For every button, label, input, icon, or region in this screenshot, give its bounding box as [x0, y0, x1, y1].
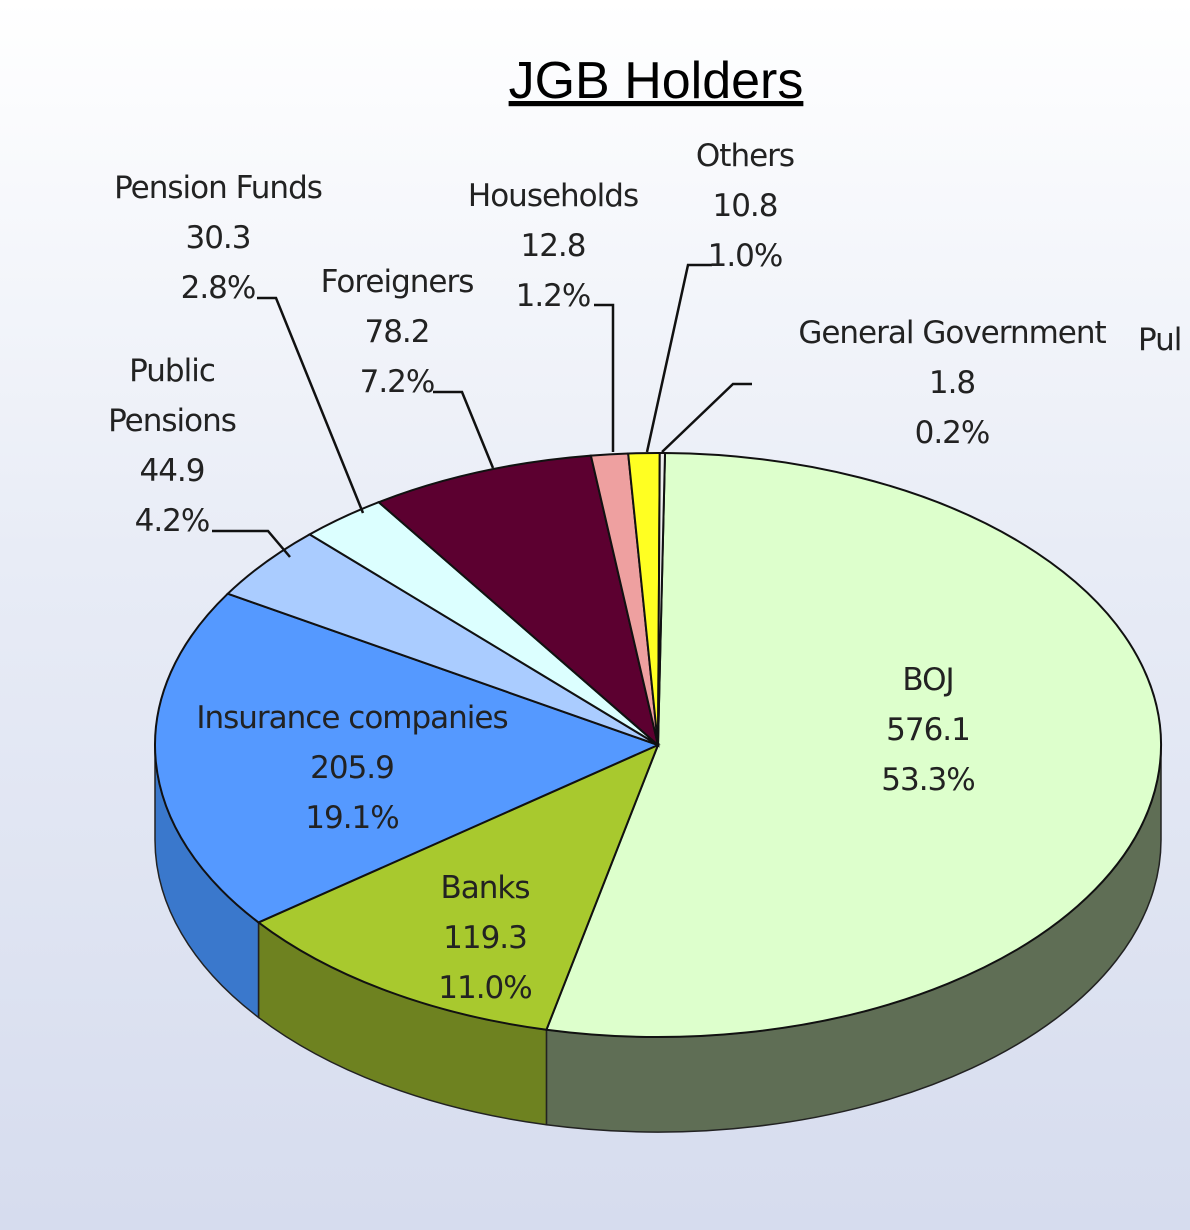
- slice-foreigners: [376, 454, 660, 748]
- pie-side-walls: [154, 744, 1162, 1133]
- leader-pension-funds: [257, 296, 365, 514]
- label-households: Households 12.8 1.2%: [468, 178, 638, 314]
- label-general-government: General Government 1.8 0.2%: [798, 315, 1106, 451]
- leader-others: [645, 263, 712, 453]
- slice-boj: [545, 452, 1162, 1038]
- label-boj: BOJ 576.1 53.3%: [881, 662, 974, 798]
- chart-title: JGB Holders: [509, 52, 804, 110]
- leader-general-government: [661, 382, 752, 453]
- slice-general-government: [657, 452, 667, 746]
- pie-slices: [154, 452, 1162, 1038]
- truncated-label: Pul: [1138, 322, 1181, 358]
- leader-public-pensions: [212, 529, 291, 558]
- slice-labels: BOJ 576.1 53.3% Banks 119.3 11.0% Insurance co…: [108, 138, 1107, 1006]
- label-others: Others 10.8 1.0%: [696, 138, 794, 274]
- leader-lines: [212, 263, 752, 558]
- slice-insurance-companies: [154, 592, 661, 924]
- leader-foreigners: [433, 390, 495, 469]
- leader-households: [594, 303, 615, 452]
- label-foreigners: Foreigners 78.2 7.2%: [321, 264, 474, 400]
- label-pension-funds: Pension Funds 30.3 2.8%: [114, 170, 322, 306]
- label-banks: Banks 119.3 11.0%: [438, 870, 531, 1006]
- slice-banks: [256, 743, 660, 1031]
- label-insurance-companies: Insurance companies 205.9 19.1%: [196, 700, 507, 836]
- label-public-pensions: Public Pensions 44.9 4.2%: [108, 353, 236, 539]
